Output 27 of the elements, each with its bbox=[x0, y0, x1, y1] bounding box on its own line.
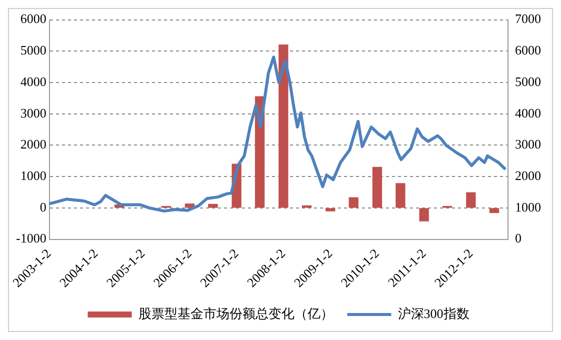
y-tick-label: 0 bbox=[40, 199, 46, 214]
bar bbox=[372, 166, 382, 208]
y2-tick-label: 7000 bbox=[515, 11, 541, 26]
bar bbox=[208, 204, 218, 208]
y2-tick-label: 2000 bbox=[515, 168, 541, 183]
legend-label: 沪深300指数 bbox=[398, 306, 470, 321]
bar bbox=[278, 44, 288, 208]
y-tick-label: -1000 bbox=[16, 230, 46, 246]
y2-tick-label: 0 bbox=[515, 230, 522, 246]
bar bbox=[419, 208, 429, 222]
y-tick-label: 4000 bbox=[20, 74, 46, 89]
y-tick-label: 3000 bbox=[20, 105, 46, 120]
y2-tick-label: 6000 bbox=[515, 42, 541, 58]
y-tick-label: 5000 bbox=[20, 42, 46, 58]
y2-tick-label: 1000 bbox=[515, 199, 541, 214]
bar bbox=[396, 183, 406, 208]
bar bbox=[326, 208, 336, 212]
y-tick-label: 1000 bbox=[20, 168, 46, 183]
y2-tick-label: 4000 bbox=[515, 105, 541, 120]
y-tick-label: 6000 bbox=[20, 11, 46, 26]
y2-tick-label: 3000 bbox=[515, 136, 541, 152]
y2-tick-label: 5000 bbox=[515, 74, 541, 89]
bar bbox=[466, 192, 476, 208]
legend-label: 股票型基金市场份额总变化（亿） bbox=[138, 306, 334, 321]
bar bbox=[489, 208, 500, 213]
y-tick-label: 2000 bbox=[20, 136, 46, 152]
bar bbox=[348, 197, 358, 208]
